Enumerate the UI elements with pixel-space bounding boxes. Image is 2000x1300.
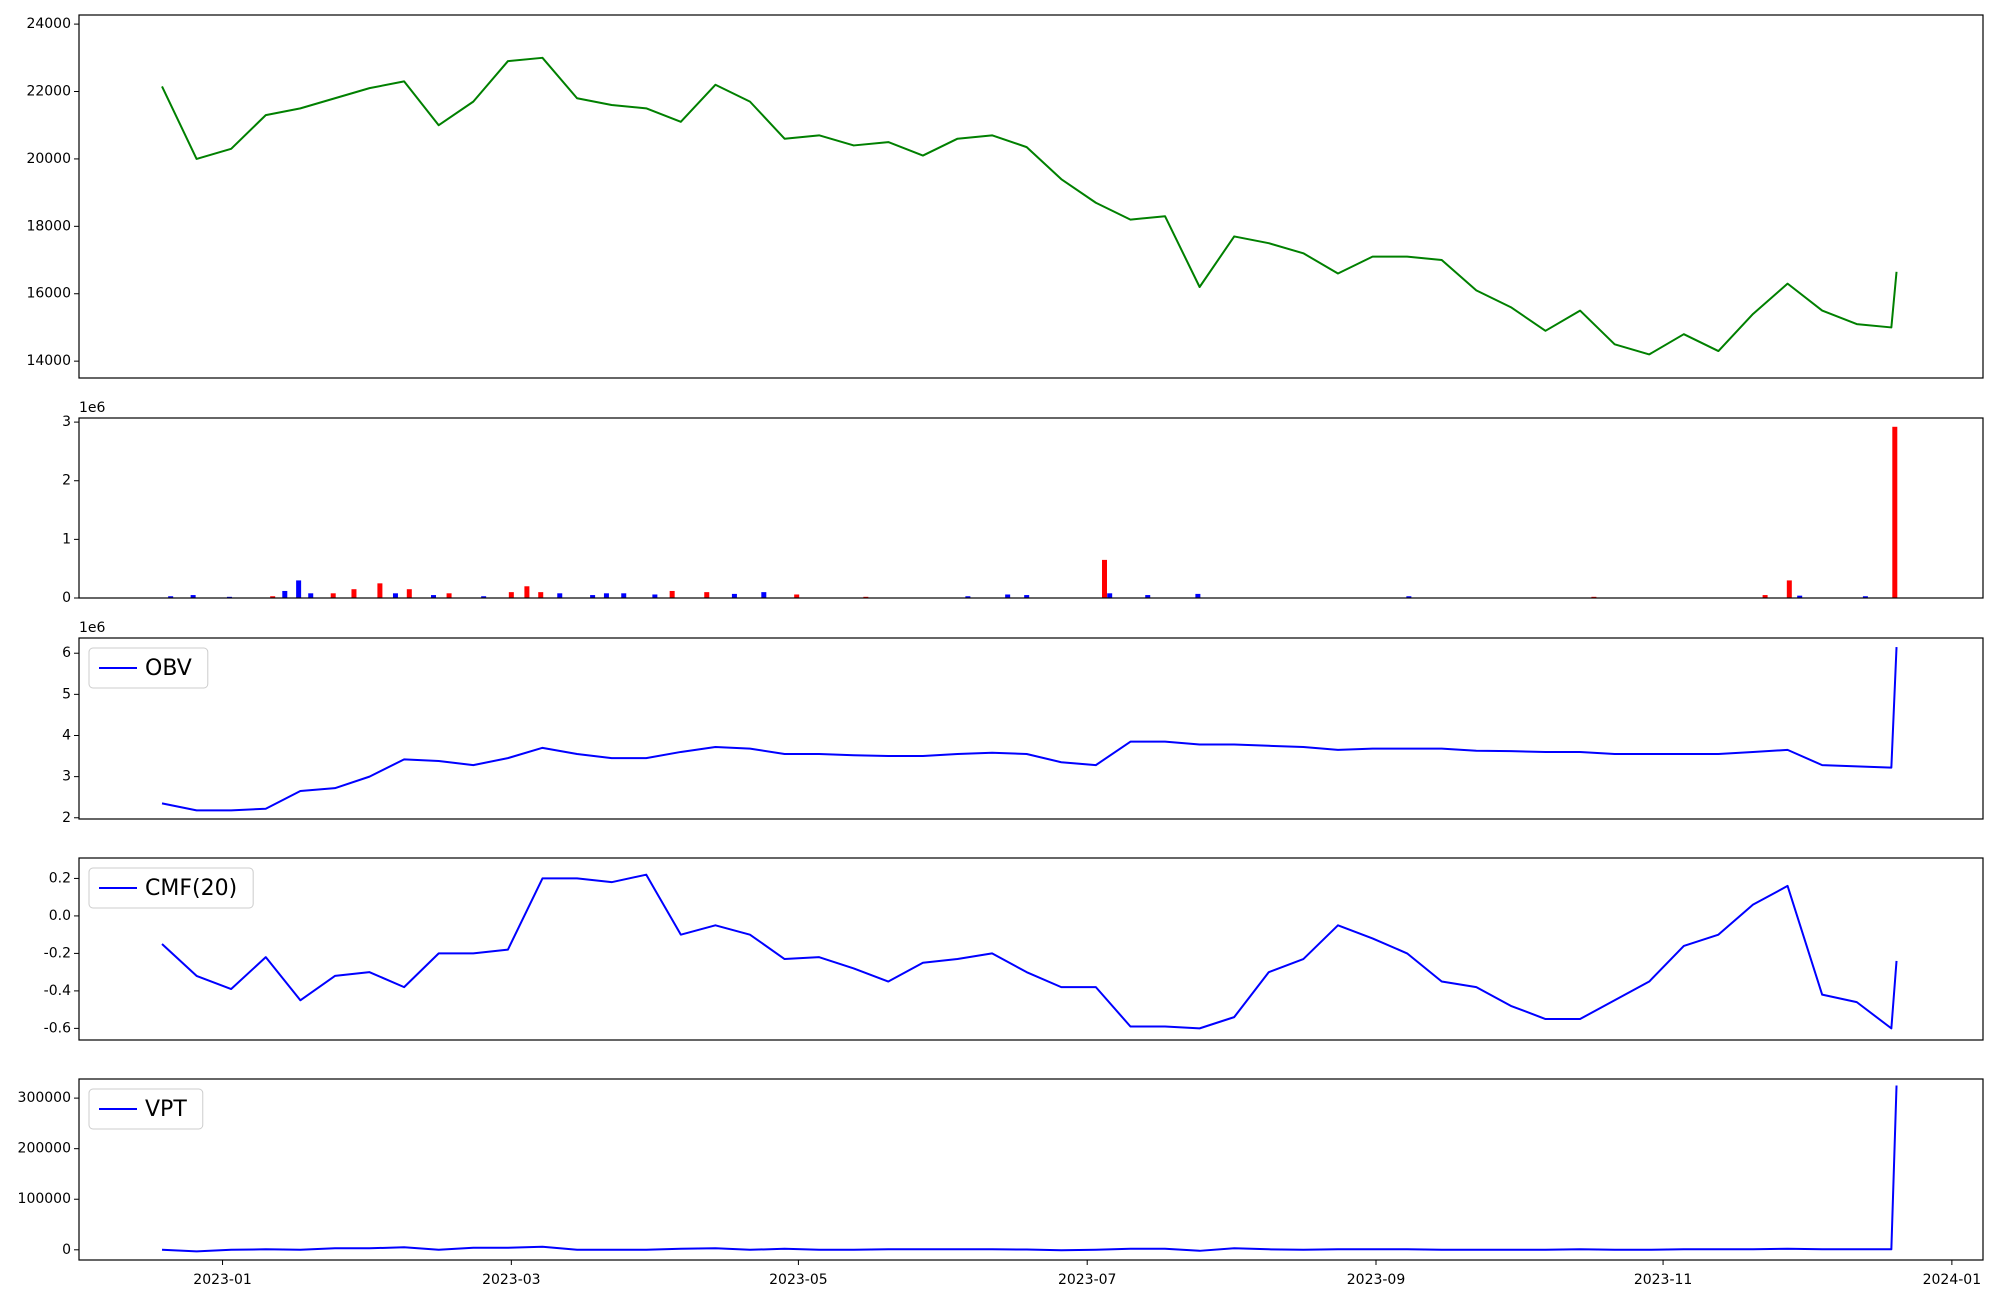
bar (731, 593, 737, 598)
y-tick-label: 3 (62, 414, 71, 430)
panel: -0.6 -0.4 -0.2 0.0 0.2 CMF(20) (44, 857, 1984, 1041)
bar (270, 596, 276, 598)
bar (621, 593, 627, 598)
axes-frame (78, 1078, 1984, 1261)
y-tick-label: 24000 (26, 16, 71, 32)
x-tick-label: 2023-09 (1347, 1272, 1406, 1288)
y-tick-label: 200000 (18, 1141, 71, 1157)
y-tick-label: 18000 (26, 218, 71, 234)
bar (481, 596, 487, 598)
x-tick-label: 2023-05 (769, 1272, 828, 1288)
y-tick-label: 2 (62, 473, 71, 489)
bar (431, 595, 437, 598)
bar (446, 593, 452, 598)
bar (308, 593, 314, 598)
y-tick-label: -0.4 (44, 983, 71, 999)
y-tick-label: 6 (62, 645, 71, 661)
panel: 0 1 2 3 1e6 (62, 400, 1984, 606)
legend: OBV (88, 647, 209, 689)
y-tick-label: -0.6 (44, 1020, 71, 1036)
y-tick-label: 2 (62, 810, 71, 826)
bar (1101, 559, 1107, 598)
axes-frame (78, 14, 1984, 379)
bar (377, 583, 383, 598)
x-tick-label: 2023-03 (482, 1272, 541, 1288)
bar (965, 596, 971, 598)
bar (1195, 593, 1201, 598)
bar (557, 593, 563, 598)
y-tick-label: -0.2 (44, 945, 71, 961)
bar (330, 593, 336, 598)
y-tick-label: 0.0 (49, 908, 71, 924)
bar (1892, 426, 1898, 598)
x-tick-label: 2023-11 (1634, 1272, 1693, 1288)
y-tick-label: 20000 (26, 151, 71, 167)
bar (669, 590, 675, 598)
offset-label: 1e6 (79, 620, 106, 636)
legend-box (88, 647, 209, 689)
x-tick-label: 2024-01 (1923, 1272, 1982, 1288)
legend: VPT (88, 1088, 204, 1130)
bar (1107, 593, 1113, 598)
y-tick-label: 4 (62, 727, 71, 743)
y-tick-label: 16000 (26, 286, 71, 302)
y-tick-label: 0.2 (49, 870, 71, 886)
y-tick-label: 22000 (26, 84, 71, 100)
bar (1862, 596, 1868, 598)
y-tick-label: 5 (62, 686, 71, 702)
bar (1145, 595, 1151, 598)
legend-label: VPT (145, 1097, 187, 1122)
legend-box (88, 1088, 204, 1130)
y-tick-label: 300000 (18, 1090, 71, 1106)
y-tick-label: 1 (62, 531, 71, 547)
line (161, 1085, 1898, 1253)
bar (652, 594, 658, 598)
bar (603, 593, 609, 598)
x-tick-label: 2023-07 (1058, 1272, 1117, 1288)
bar (794, 594, 800, 598)
bar (1406, 596, 1412, 598)
offset-label: 1e6 (79, 400, 106, 416)
bar (704, 592, 710, 598)
bar (524, 586, 530, 598)
y-tick-label: 0 (62, 590, 71, 606)
y-tick-label: 3 (62, 769, 71, 785)
panel: 0 100000 200000 300000 VPT 2023-01 2023-03 2023… (18, 1078, 1984, 1288)
line (161, 647, 1898, 812)
line (161, 873, 1898, 1030)
y-tick-label: 100000 (18, 1191, 71, 1207)
legend-label: CMF(20) (145, 876, 237, 901)
bar (392, 593, 398, 598)
legend-label: OBV (145, 656, 192, 681)
bar (296, 580, 302, 598)
bar (282, 590, 288, 598)
bar (1786, 580, 1792, 598)
bar (168, 596, 174, 598)
bar (761, 592, 767, 598)
line (161, 56, 1898, 356)
axes-frame (78, 637, 1984, 820)
panel: 2 3 4 5 6 1e6 OBV (62, 620, 1984, 826)
bar (190, 595, 196, 598)
bar (590, 595, 596, 598)
y-tick-label: 14000 (26, 353, 71, 369)
axes-frame (78, 417, 1984, 599)
bar (1797, 595, 1803, 598)
bar (508, 592, 514, 598)
bar (351, 589, 357, 598)
bar (538, 592, 544, 598)
bar (1024, 595, 1030, 598)
legend-box (88, 867, 254, 909)
y-tick-label: 0 (62, 1242, 71, 1258)
axes-frame (78, 857, 1984, 1041)
x-tick-label: 2023-01 (193, 1272, 252, 1288)
legend: CMF(20) (88, 867, 254, 909)
bar (406, 589, 412, 598)
bar (1762, 595, 1768, 598)
bar (1005, 594, 1011, 598)
panel: 14000 16000 18000 20000 22000 24000 (26, 14, 1984, 379)
